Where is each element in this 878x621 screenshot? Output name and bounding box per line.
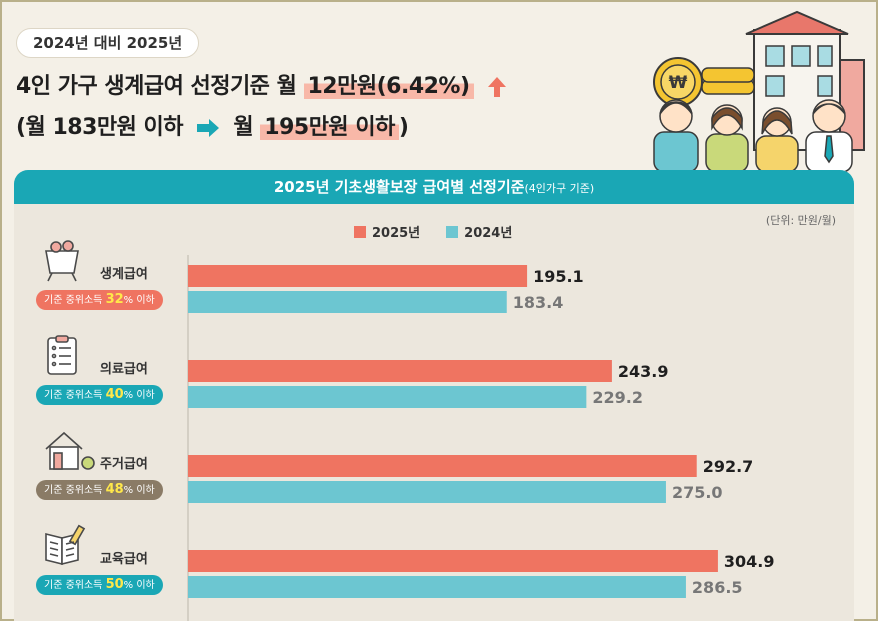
category-label-2: 주거급여: [100, 457, 148, 472]
arrow-up-icon: [487, 77, 506, 97]
legend-label-2024: 2024년: [464, 226, 513, 241]
badge-prefix: 기준 중위소득: [44, 580, 106, 591]
legend-item-2025: 2025년: [354, 222, 420, 241]
data-label-2025-1: 243.9: [618, 362, 669, 381]
chart-panel: 2025년 기초생활보장 급여별 선정기준(4인가구 기준) (단위: 만원/월…: [14, 170, 854, 621]
badge-prefix: 기준 중위소득: [44, 295, 106, 306]
category-label-1: 의료급여: [100, 362, 148, 377]
headline-month: 월: [233, 115, 254, 140]
badge-suffix: % 이하: [123, 485, 155, 496]
groceries-basket-icon: [45, 240, 79, 282]
bar-2024-2: [188, 481, 666, 503]
headline-to-highlight: 195만원 이하: [260, 115, 399, 140]
data-label-2025-0: 195.1: [533, 267, 584, 286]
chart-legend: 2025년 2024년: [354, 222, 512, 241]
chart-title-note: (4인가구 기준): [524, 182, 595, 195]
svg-text:₩: ₩: [669, 73, 688, 93]
bar-2025-1: [188, 360, 612, 382]
badge-percent: 40: [105, 387, 124, 402]
legend-swatch-2025: [354, 225, 366, 238]
badge-percent: 50: [105, 577, 124, 592]
data-label-2024-2: 275.0: [672, 483, 723, 502]
family-people-icon: [653, 99, 853, 172]
legend-label-2025: 2025년: [372, 226, 421, 241]
bar-2024-1: [188, 386, 587, 408]
comparison-pill: 2024년 대비 2025년: [16, 28, 200, 58]
headline-close: ): [398, 115, 409, 140]
category-label-3: 교육급여: [100, 552, 148, 567]
headline-line-2: (월 183만원 이하 월 195만원 이하): [16, 109, 409, 141]
badge-prefix: 기준 중위소득: [44, 485, 106, 496]
data-label-2025-3: 304.9: [724, 552, 775, 571]
house-building-icon: [745, 10, 865, 151]
data-label-2025-2: 292.7: [703, 457, 754, 476]
headline-line-1: 4인 가구 생계급여 선정기준 월 12만원(6.42%): [16, 68, 507, 100]
chart-panel-header: 2025년 기초생활보장 급여별 선정기준(4인가구 기준): [14, 170, 854, 204]
bar-2025-2: [188, 455, 697, 477]
badge-percent: 48: [105, 482, 124, 497]
badge-prefix: 기준 중위소득: [44, 390, 106, 401]
bar-2025-0: [188, 265, 528, 287]
median-income-badge-3: 기준 중위소득 50% 이하: [36, 575, 163, 595]
badge-suffix: % 이하: [123, 295, 155, 306]
badge-percent: 32: [105, 292, 124, 307]
chart-title: 2025년 기초생활보장 급여별 선정기준: [273, 178, 525, 196]
coins-icon: ₩: [653, 57, 755, 107]
badge-suffix: % 이하: [123, 390, 155, 401]
median-income-badge-1: 기준 중위소득 40% 이하: [36, 385, 163, 405]
badge-suffix: % 이하: [123, 580, 155, 591]
unit-label: (단위: 만원/월): [765, 214, 836, 227]
data-label-2024-0: 183.4: [513, 293, 564, 312]
headline-increase-highlight: 12만원(6.42%): [303, 74, 474, 99]
headline-from: (월 183만원 이하: [16, 115, 184, 140]
family-house-illustration: ₩: [653, 10, 865, 172]
data-label-2024-1: 229.2: [592, 388, 643, 407]
medical-chart-icon: [47, 335, 77, 375]
median-income-badge-2: 기준 중위소득 48% 이하: [36, 480, 163, 500]
category-label-0: 생계급여: [100, 267, 148, 282]
arrow-right-icon: [197, 119, 220, 137]
median-income-badge-0: 기준 중위소득 32% 이하: [36, 290, 163, 310]
legend-item-2024: 2024년: [446, 222, 512, 241]
bar-2024-3: [188, 576, 686, 598]
book-icon: [45, 524, 86, 566]
bar-chart: 195.1 183.4 243.9 229.2 292.7 275.0 304.9 286.5: [45, 240, 775, 621]
legend-swatch-2024: [446, 225, 459, 238]
bar-2024-0: [188, 291, 507, 313]
bar-2025-3: [188, 550, 718, 572]
house-icon: [45, 431, 95, 470]
data-label-2024-3: 286.5: [692, 578, 743, 597]
headline-prefix: 4인 가구 생계급여 선정기준 월: [16, 74, 297, 99]
